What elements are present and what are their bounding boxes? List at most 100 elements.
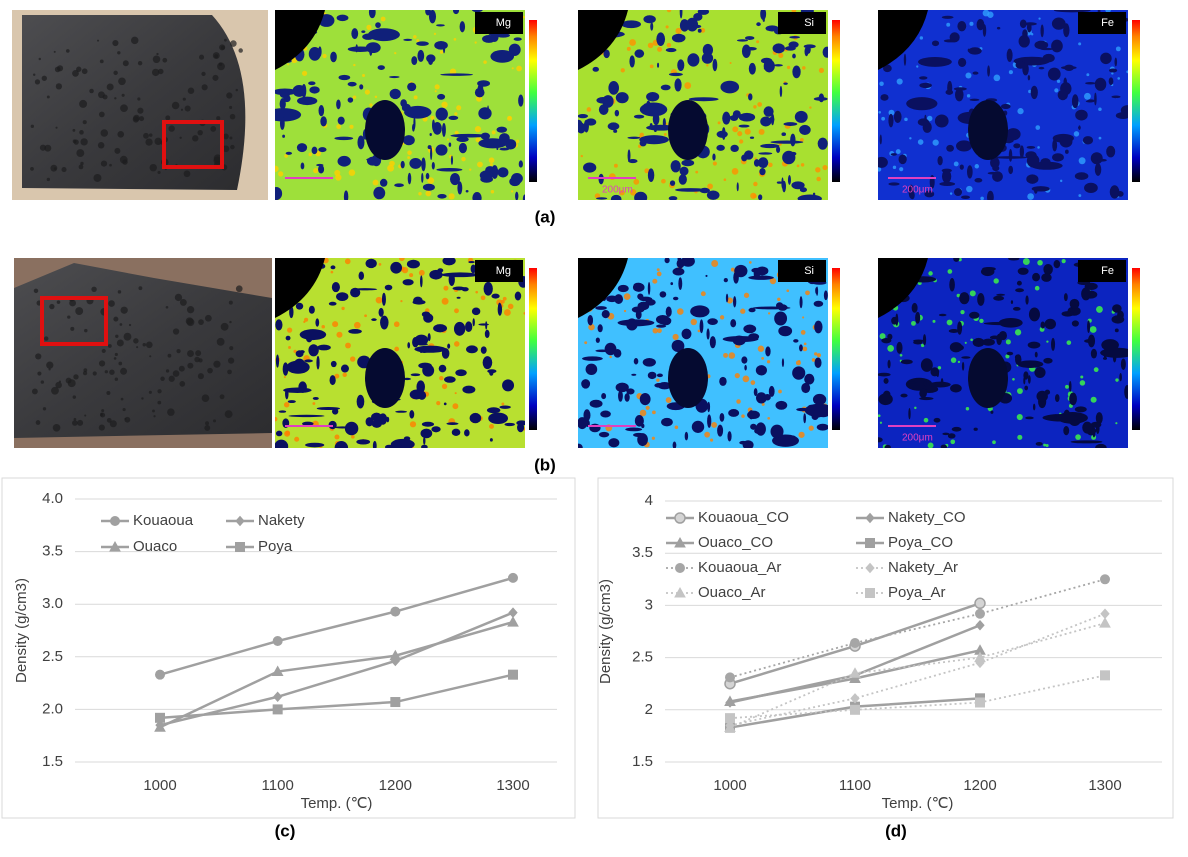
x-tick-label: 1300 (496, 777, 529, 794)
marker (1099, 617, 1111, 628)
panel-row: Mg Si Fe 200μm (b) (14, 258, 1168, 474)
series-line (159, 576, 514, 676)
marker (508, 572, 518, 583)
series-line (159, 611, 514, 727)
marker (974, 597, 986, 610)
legend-label: Nakety_Ar (888, 559, 958, 576)
legend-marker (865, 562, 875, 574)
marker (724, 695, 736, 706)
chart-frame (597, 477, 1174, 819)
legend-label: Poya (258, 538, 293, 555)
marker (849, 667, 861, 678)
element-tag (778, 12, 826, 34)
marker (1100, 608, 1110, 620)
element-map (878, 10, 1128, 200)
series-line (729, 674, 1106, 720)
chart: 1.5 2 2.5 3 3.5 4 1000 1100 1200 1300 Temp. (℃) Den… (597, 477, 1174, 840)
element-label: Fe (1101, 17, 1114, 29)
marker (975, 608, 985, 619)
x-tick-label: 1100 (839, 777, 871, 794)
element-map (275, 10, 525, 200)
series-line (729, 624, 981, 704)
legend-marker (865, 512, 875, 524)
series-line (729, 612, 1106, 727)
x-axis-title: Temp. (℃) (301, 795, 373, 812)
legend-label: Kouaoua_CO (698, 509, 789, 526)
x-tick-label: 1100 (262, 777, 294, 794)
element-label: Fe (1101, 265, 1114, 277)
x-tick-label: 1000 (713, 777, 746, 794)
element-map (578, 10, 828, 200)
element-tag (778, 260, 826, 282)
chart: 1.5 2.0 2.5 3.0 3.5 4.0 1000 1100 1200 1300 Temp. … (1, 477, 576, 840)
legend-label: Nakety (258, 512, 305, 529)
y-tick-label: 3 (645, 596, 653, 613)
element-label: Mg (496, 17, 511, 29)
series-line (729, 622, 1106, 729)
x-tick-label: 1200 (963, 777, 996, 794)
legend-marker (110, 516, 120, 526)
legend-marker (235, 542, 245, 552)
marker (975, 697, 985, 708)
color-bar (1132, 20, 1140, 182)
y-axis-title: Density (g/cm3) (597, 579, 614, 684)
y-tick-label: 2.5 (632, 649, 653, 666)
element-label: Si (804, 265, 814, 277)
element-map (275, 258, 525, 448)
marker (850, 704, 860, 715)
panel-label: (c) (275, 821, 296, 840)
marker (975, 619, 985, 631)
legend-marker (235, 515, 245, 527)
marker (849, 672, 861, 683)
y-tick-label: 3.0 (42, 595, 63, 612)
marker (271, 665, 284, 677)
legend-marker (109, 540, 121, 552)
color-bar (1132, 268, 1140, 430)
marker (508, 669, 518, 680)
x-tick-label: 1000 (143, 777, 176, 794)
legend-marker (674, 586, 686, 598)
marker (390, 697, 401, 708)
x-tick-label: 1300 (1088, 777, 1121, 794)
marker (850, 693, 860, 704)
element-tag (1078, 12, 1126, 34)
element-tag (1078, 260, 1126, 282)
marker (724, 721, 736, 733)
region-box (162, 120, 224, 169)
legend-marker (674, 536, 686, 548)
element-map (878, 258, 1128, 448)
element-label: Mg (496, 265, 511, 277)
sample-rock (14, 263, 272, 438)
element-tag (475, 260, 523, 282)
marker (508, 607, 518, 618)
marker (1100, 670, 1110, 681)
region-box (40, 296, 108, 346)
legend-label: Ouaco (133, 538, 177, 555)
legend-marker (865, 538, 875, 548)
legend-label: Poya_CO (888, 534, 953, 551)
marker (154, 721, 166, 732)
image-panels: Mg Si 200μm Fe 200μm (a) Mg Si Fe 200μm (b) (12, 10, 1168, 474)
legend-label: Ouaco_CO (698, 534, 773, 551)
series-line (159, 620, 514, 729)
y-tick-label: 4 (645, 492, 653, 509)
y-tick-label: 2.0 (42, 700, 63, 717)
y-tick-label: 4.0 (42, 490, 63, 507)
marker (155, 712, 165, 723)
legend-label: Kouaoua (133, 512, 194, 529)
marker (725, 713, 735, 724)
element-map (578, 258, 828, 448)
sample-rock (22, 15, 246, 190)
color-bar (529, 268, 537, 430)
y-tick-label: 2.5 (42, 648, 63, 665)
marker (389, 649, 402, 661)
scale-label: 200μm (902, 185, 933, 196)
legend-marker (675, 563, 685, 573)
marker (725, 672, 735, 683)
x-tick-label: 1200 (379, 777, 412, 794)
y-tick-label: 1.5 (42, 753, 63, 770)
color-bar (832, 268, 840, 430)
legend-marker (865, 588, 875, 598)
